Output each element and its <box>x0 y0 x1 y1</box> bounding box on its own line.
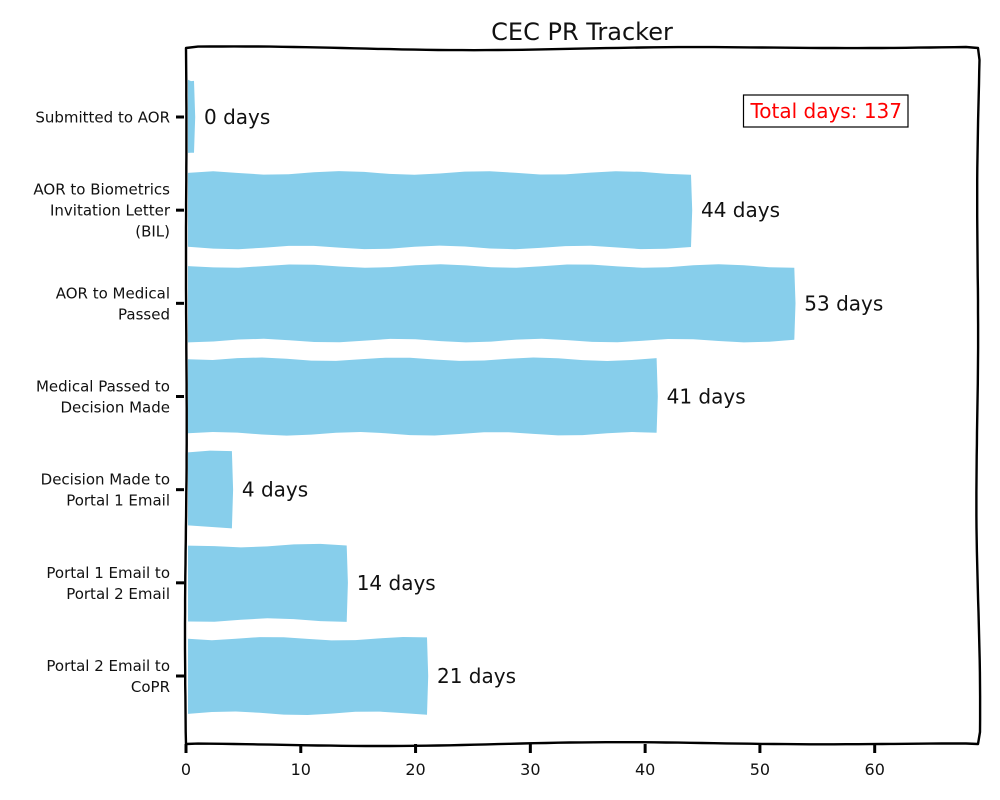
y-tick-label: Portal 2 Email to CoPR <box>46 657 170 696</box>
data-labels-group: 0 days 44 days 53 days 41 days 4 days 14 days… <box>204 105 883 688</box>
bar <box>188 357 658 436</box>
y-tick-label: Submitted to AOR <box>35 109 170 127</box>
data-label: 4 days <box>242 478 308 502</box>
bar <box>188 543 348 622</box>
y-tick-label: AOR to Medical Passed <box>56 284 170 323</box>
data-label: 0 days <box>204 105 270 129</box>
y-axis-labels: Submitted to AOR AOR to Biometrics Invitat… <box>33 109 184 696</box>
data-label: 53 days <box>804 291 883 315</box>
y-tick-label: Medical Passed to Decision Made <box>36 378 170 417</box>
data-label: 14 days <box>357 571 436 595</box>
x-tick-label: 0 <box>181 760 191 779</box>
bar <box>188 637 429 715</box>
data-label: 44 days <box>701 198 780 222</box>
bar <box>188 171 693 250</box>
data-label: 21 days <box>437 664 516 688</box>
annotation-box <box>742 94 909 128</box>
x-tick-label: 20 <box>405 760 425 779</box>
chart-title: CEC PR Tracker <box>491 18 673 46</box>
x-tick-label: 40 <box>635 760 655 779</box>
x-tick-label: 60 <box>865 760 885 779</box>
x-tick-label: 30 <box>520 760 540 779</box>
bars-group <box>188 79 796 715</box>
x-axis: 0 10 20 30 40 50 60 <box>181 744 885 779</box>
bar <box>188 264 796 343</box>
x-tick-label: 50 <box>750 760 770 779</box>
bar <box>188 450 234 529</box>
plot-frame <box>183 45 982 748</box>
y-tick-label: AOR to Biometrics Invitation Letter (BIL) <box>33 181 170 241</box>
annotation-text: Total days: 137 <box>749 99 902 123</box>
bar <box>188 79 196 153</box>
y-tick-label: Portal 1 Email to Portal 2 Email <box>46 564 170 603</box>
x-tick-label: 10 <box>291 760 311 779</box>
y-tick-label: Decision Made to Portal 1 Email <box>41 471 170 510</box>
data-label: 41 days <box>667 385 746 409</box>
total-days-annotation: Total days: 137 <box>742 94 909 128</box>
